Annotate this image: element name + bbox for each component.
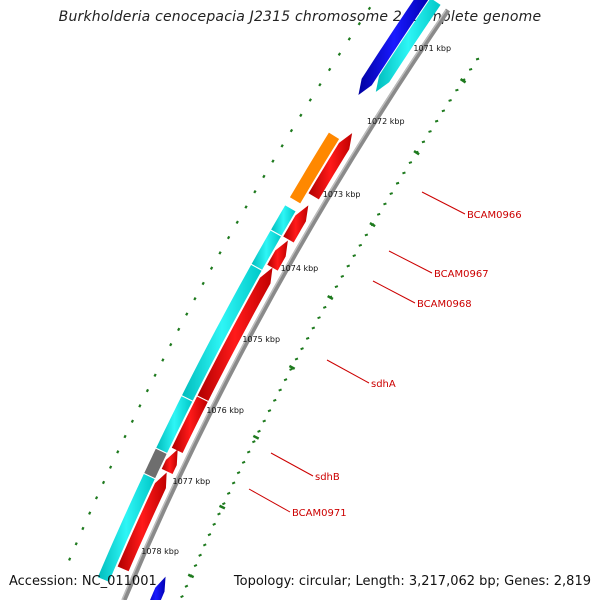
outer-track: [68, 6, 372, 561]
scale-major-tick: [459, 78, 467, 84]
gene-sdhB-region[interactable]: [156, 396, 193, 453]
gene-label[interactable]: BCAM0971: [292, 508, 347, 519]
gene-red-3[interactable]: [267, 240, 288, 271]
gene-bcam0968[interactable]: [251, 230, 281, 270]
scale-label: 1072 kbp: [367, 117, 405, 126]
scale-label: 1075 kbp: [242, 335, 280, 344]
scale-label: 1074 kbp: [281, 264, 319, 273]
gene-label[interactable]: BCAM0968: [417, 299, 472, 310]
chromosome-backbone: [121, 8, 451, 600]
scale-label: 1077 kbp: [172, 477, 210, 486]
gene-red-2[interactable]: [283, 205, 309, 243]
gene-label[interactable]: BCAM0966: [467, 210, 522, 221]
scale-major-tick: [413, 150, 420, 156]
scale-major-tick: [187, 573, 195, 579]
topology-label: Topology: circular; Length: 3,217,062 bp…: [233, 574, 591, 589]
scale-major-tick: [369, 222, 376, 228]
gene-bcam0967[interactable]: [271, 205, 296, 236]
gene-label-leader: [326, 359, 370, 384]
gene-sdhA[interactable]: [182, 264, 262, 401]
gene-bcam0971[interactable]: [97, 474, 155, 582]
scale-label: 1078 kbp: [141, 547, 179, 556]
gene-red-7[interactable]: [117, 472, 167, 572]
scale-label: 1076 kbp: [206, 406, 244, 415]
gene-red-6[interactable]: [161, 449, 178, 475]
forward-strand-genes: [97, 0, 441, 600]
scale-label: 1071 kbp: [413, 44, 451, 53]
gene-label-leader: [372, 280, 416, 304]
gene-label[interactable]: BCAM0967: [434, 269, 489, 280]
gene-red-4[interactable]: [197, 267, 273, 401]
reverse-strand-genes: [117, 133, 353, 572]
scale-labels: 1071 kbp 1072 kbp 1073 kbp 1074 kbp 1075 kbp…: [141, 44, 467, 579]
scale-major-tick: [218, 504, 226, 510]
accession-label: Accession: NC_011001: [9, 574, 157, 589]
gene-label-leader: [248, 488, 291, 513]
gene-cyan-top[interactable]: [375, 0, 441, 92]
gene-label-leader: [270, 452, 314, 477]
gene-labels: BCAM0966 BCAM0967 BCAM0968 sdhA sdhB BCAM0971: [248, 191, 522, 519]
gene-label-leader: [388, 250, 433, 274]
gene-sdhB[interactable]: [144, 448, 167, 479]
gene-bcam0966[interactable]: [289, 132, 340, 204]
scale-major-tick: [252, 434, 260, 440]
scale-major-tick: [288, 364, 296, 370]
gene-blue-top[interactable]: [358, 0, 429, 95]
scale-major-tick: [327, 294, 334, 301]
gene-label-leader: [421, 191, 466, 215]
scale-label: 1073 kbp: [323, 190, 361, 199]
gene-label[interactable]: sdhB: [315, 472, 340, 483]
gene-blue-bottom[interactable]: [146, 576, 166, 600]
gene-red-1[interactable]: [308, 133, 353, 200]
gene-red-5[interactable]: [171, 396, 208, 453]
gene-label[interactable]: sdhA: [371, 379, 396, 390]
